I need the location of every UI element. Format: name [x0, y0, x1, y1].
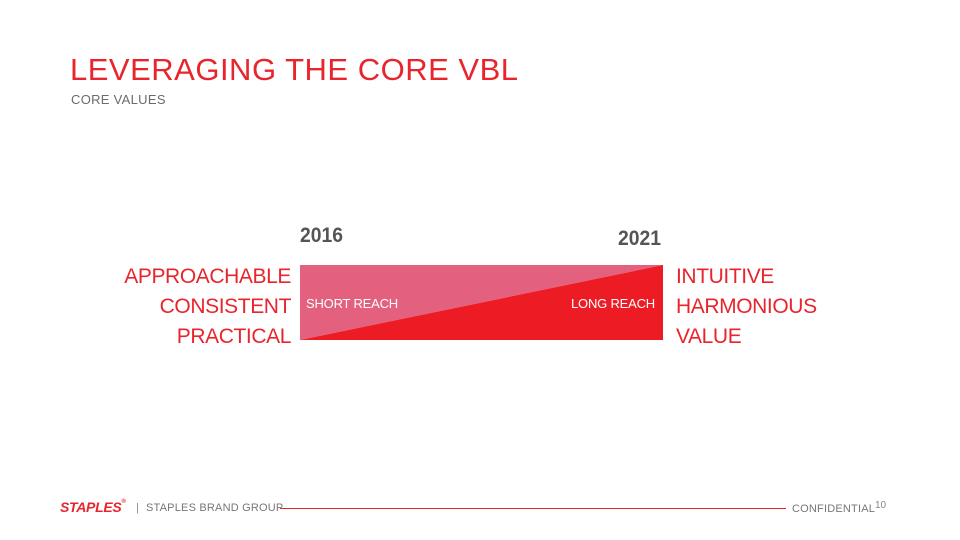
year-end-label: 2021	[618, 227, 661, 250]
footer-brand-group: STAPLES BRAND GROUP	[146, 502, 284, 514]
end-value-item: INTUITIVE	[676, 265, 774, 288]
start-value-item: APPROACHABLE	[124, 265, 291, 288]
end-values-list: INTUITIVE HARMONIOUS VALUE	[676, 262, 876, 352]
reach-transition-bar	[300, 265, 663, 340]
start-values-list: APPROACHABLE CONSISTENT PRACTICAL	[91, 262, 291, 352]
footer-divider-line	[280, 508, 786, 509]
end-value-item: VALUE	[676, 325, 742, 348]
lower-triangle	[300, 265, 663, 340]
staples-logo-text: STAPLES	[60, 499, 122, 515]
end-value-item: HARMONIOUS	[676, 295, 817, 318]
long-reach-label: LONG REACH	[571, 296, 655, 311]
year-start-label: 2016	[300, 224, 343, 247]
slide-title: LEVERAGING THE CORE VBL	[70, 52, 519, 87]
page-number: 10	[875, 500, 887, 511]
footer-separator: |	[136, 502, 139, 514]
reach-bar-graphic	[300, 265, 663, 340]
start-value-item: PRACTICAL	[176, 325, 292, 348]
registered-mark: ®	[121, 499, 126, 505]
staples-logo: STAPLES®	[60, 499, 126, 515]
footer-confidential: CONFIDENTIAL	[792, 503, 876, 515]
short-reach-label: SHORT REACH	[306, 296, 398, 311]
slide-subtitle: CORE VALUES	[71, 92, 166, 107]
start-value-item: CONSISTENT	[159, 295, 292, 318]
